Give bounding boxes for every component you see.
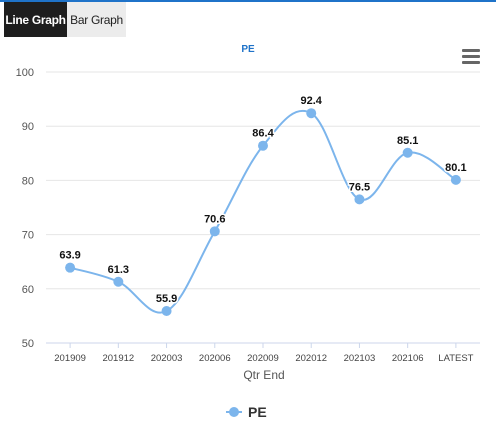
x-tick-label: 202003 [151,353,183,364]
grid-lines [46,71,480,344]
series-pe [65,108,461,317]
y-tick-label: 50 [22,338,34,350]
legend-dot-marker [229,407,239,417]
x-tick-label: LATEST [438,353,473,364]
x-tick-label: 202006 [199,353,231,364]
chart-title: PE [241,44,255,55]
data-label: 85.1 [397,135,418,147]
data-point [306,108,317,119]
data-point [113,276,124,287]
hamburger-menu-icon [462,49,480,64]
data-point [258,140,268,151]
data-label: 70.6 [204,213,225,225]
data-labels: 63.9 61.3 55.9 70.6 86.4 92.4 76.5 85.1 80.1 [58,94,468,307]
y-tick-label: 100 [16,67,34,79]
data-label: 80.1 [445,162,466,174]
data-point [65,262,76,273]
data-label: 63.9 [59,250,80,262]
data-label: 86.4 [252,128,274,140]
data-point [209,226,220,237]
data-label: 61.3 [108,264,129,276]
data-point [450,174,461,185]
x-axis-title: Qtr End [243,368,284,382]
y-tick-label: 80 [22,175,34,187]
data-label: 92.4 [301,95,323,107]
tab-line-graph[interactable]: Line Graph [4,2,67,37]
legend-label: PE [248,404,267,420]
data-point [161,306,172,317]
x-tick-label: 201909 [54,353,86,364]
x-tick-label: 202009 [247,353,279,364]
y-tick-label: 70 [22,230,34,242]
data-point [354,194,365,205]
data-label: 55.9 [156,293,177,305]
legend-item-pe[interactable]: PE [226,404,267,420]
chart-menu-button[interactable] [458,44,484,68]
data-point [402,147,413,158]
tab-bar-graph[interactable]: Bar Graph [67,2,126,37]
y-axis-labels: 50 60 70 80 90 100 [16,67,34,350]
top-accent-rule [0,0,496,2]
y-tick-label: 90 [22,121,34,133]
x-tick-label: 201912 [102,353,134,364]
x-tick-label: 202103 [344,353,376,364]
data-label: 76.5 [349,181,370,193]
chart-type-tabs: Line Graph Bar Graph [4,2,126,37]
y-tick-label: 60 [22,284,34,296]
x-axis-labels: 201909 201912 202003 202006 202009 202012 2021… [54,343,474,364]
x-tick-label: 202106 [392,353,424,364]
x-tick-label: 202012 [295,353,327,364]
